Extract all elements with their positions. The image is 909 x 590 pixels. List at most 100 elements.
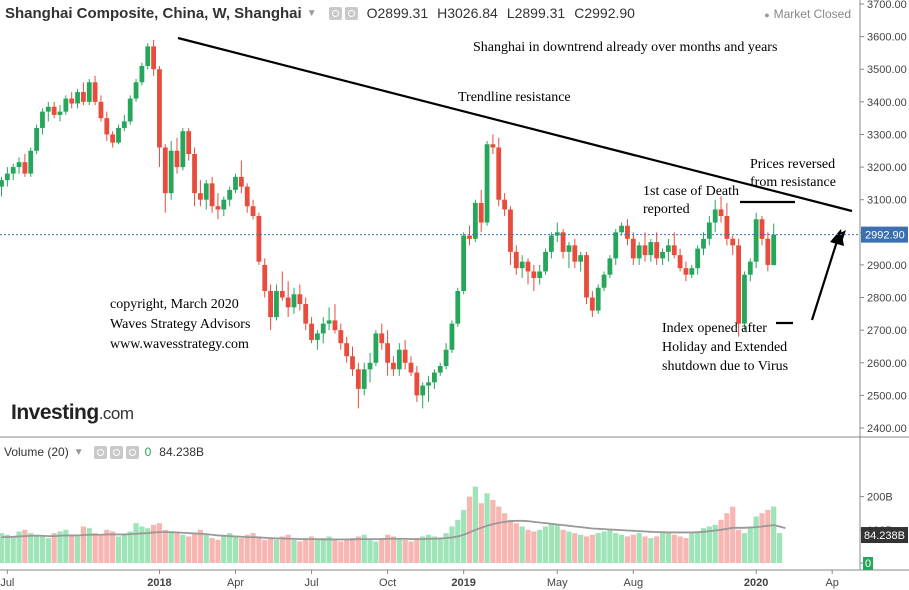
volume-bar bbox=[133, 523, 139, 563]
candle bbox=[373, 330, 379, 367]
volume-bar bbox=[326, 536, 332, 563]
volume-bar bbox=[45, 538, 51, 563]
candle bbox=[654, 232, 660, 265]
annotation-downtrend: Shanghai in downtrend already over month… bbox=[473, 40, 777, 55]
volume-label[interactable]: Volume (20) bbox=[4, 445, 69, 459]
candle bbox=[4, 167, 10, 187]
volume-bar bbox=[619, 534, 625, 563]
volume-bar bbox=[104, 529, 110, 563]
candle bbox=[174, 137, 180, 174]
volume-bar bbox=[121, 534, 127, 563]
candle bbox=[86, 79, 92, 106]
candle bbox=[291, 287, 297, 314]
y-tick-label: 2500.00 bbox=[867, 390, 907, 402]
x-tick-label: Oct bbox=[379, 577, 396, 589]
volume-bar bbox=[712, 524, 718, 563]
candle bbox=[513, 245, 519, 275]
volume-bar bbox=[332, 539, 338, 563]
volume-tick-label: 200B bbox=[867, 492, 893, 504]
volume-bar bbox=[127, 531, 133, 563]
candle bbox=[613, 229, 619, 265]
reversal-arrow bbox=[810, 237, 840, 321]
volume-bar bbox=[168, 531, 174, 563]
volume-bar bbox=[765, 509, 771, 563]
volume-bar bbox=[747, 526, 753, 563]
candle bbox=[701, 232, 706, 256]
visibility-icon[interactable] bbox=[93, 445, 107, 459]
settings-icon[interactable] bbox=[109, 445, 123, 459]
candle bbox=[630, 232, 636, 265]
x-tick-label: Jul bbox=[0, 577, 14, 589]
volume-bar bbox=[472, 486, 478, 563]
chart-title[interactable]: Shanghai Composite, China, W, Shanghai bbox=[5, 4, 302, 22]
chevron-down-icon[interactable]: ▼ bbox=[306, 7, 317, 19]
volume-bar bbox=[291, 539, 297, 563]
candle bbox=[268, 284, 273, 331]
candle bbox=[203, 180, 209, 210]
volume-bar bbox=[607, 529, 613, 563]
candle bbox=[127, 95, 133, 125]
y-tick-label: 3700.00 bbox=[867, 0, 907, 11]
candle bbox=[16, 157, 22, 174]
volume-bar bbox=[308, 536, 315, 563]
candle bbox=[467, 225, 472, 246]
volume-bar bbox=[186, 536, 192, 563]
candle bbox=[338, 323, 344, 350]
candle bbox=[736, 238, 741, 337]
volume-bar bbox=[4, 534, 10, 563]
close-icon[interactable] bbox=[125, 445, 139, 459]
candle bbox=[712, 199, 718, 233]
candle bbox=[92, 75, 98, 106]
candle bbox=[81, 82, 86, 106]
candle bbox=[0, 176, 4, 197]
candle bbox=[753, 212, 759, 269]
candle bbox=[566, 242, 572, 269]
visibility-icon[interactable] bbox=[328, 6, 342, 20]
volume-bar bbox=[227, 533, 233, 563]
volume-bar bbox=[320, 538, 326, 563]
volume-bar bbox=[718, 519, 724, 563]
volume-bar bbox=[455, 519, 461, 563]
volume-bar bbox=[408, 541, 414, 563]
volume-bar bbox=[566, 531, 572, 563]
candle bbox=[186, 127, 192, 161]
x-tick-label: 2019 bbox=[451, 577, 475, 589]
candle bbox=[706, 216, 712, 246]
volume-bar bbox=[63, 529, 69, 563]
candle bbox=[648, 238, 654, 262]
candle bbox=[759, 216, 765, 246]
volume-bar bbox=[671, 534, 677, 563]
volume-bar bbox=[771, 506, 777, 563]
candle bbox=[449, 320, 455, 353]
investing-logo: Investing.com bbox=[11, 401, 134, 424]
volume-zero-badge bbox=[863, 557, 873, 570]
volume-bar bbox=[385, 534, 391, 563]
ohlc-close: C2992.90 bbox=[574, 5, 635, 21]
ohlc-high: H3026.84 bbox=[437, 5, 498, 21]
market-status: Market Closed bbox=[764, 7, 851, 21]
candle bbox=[584, 251, 589, 305]
volume-bar bbox=[683, 538, 689, 563]
candle bbox=[279, 271, 285, 301]
candle bbox=[344, 336, 350, 363]
volume-bar bbox=[461, 509, 467, 563]
candle bbox=[560, 229, 566, 259]
candle bbox=[543, 248, 548, 275]
volume-bar bbox=[624, 536, 631, 563]
candle bbox=[157, 65, 162, 168]
chevron-down-icon[interactable]: ▼ bbox=[73, 446, 84, 458]
volume-bar bbox=[525, 529, 531, 563]
y-tick-label: 2900.00 bbox=[867, 260, 907, 272]
x-tick-label: 2020 bbox=[744, 577, 768, 589]
candle bbox=[145, 43, 151, 70]
volume-bar bbox=[250, 533, 256, 563]
candle bbox=[133, 79, 139, 102]
volume-bar bbox=[402, 539, 408, 563]
annotation-death-1: 1st case of Death bbox=[643, 184, 739, 199]
candle bbox=[484, 140, 490, 226]
settings-icon[interactable] bbox=[344, 6, 358, 20]
volume-bar bbox=[28, 533, 34, 563]
y-tick-label: 3600.00 bbox=[867, 32, 907, 44]
volume-bar bbox=[39, 536, 46, 563]
